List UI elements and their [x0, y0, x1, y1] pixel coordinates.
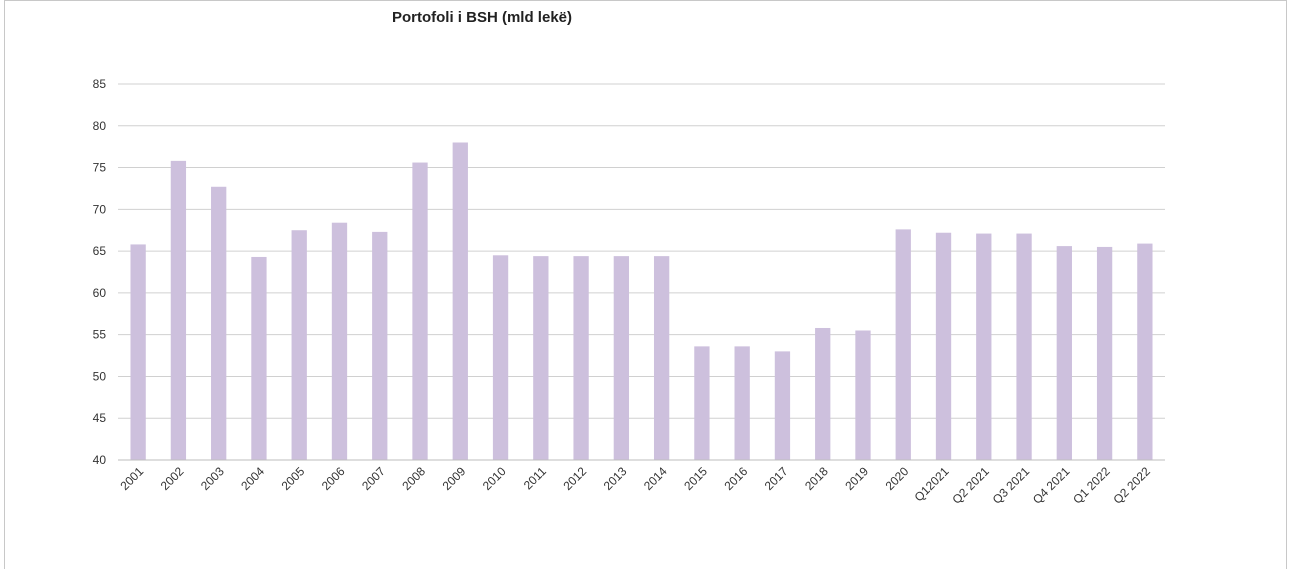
- x-tick-label: Q3 2021: [990, 464, 1033, 507]
- bars: [130, 142, 1153, 461]
- x-tick-label: 2003: [198, 464, 227, 493]
- bar-2017: [774, 351, 791, 460]
- x-tick-label: 2009: [440, 464, 469, 493]
- bar-2006: [331, 222, 348, 460]
- x-tick-label: 2007: [359, 464, 388, 493]
- y-tick-label: 55: [93, 328, 107, 342]
- bar-2008: [412, 162, 428, 460]
- y-tick-label: 80: [93, 119, 107, 133]
- x-tick-label: Q12021: [912, 464, 952, 504]
- x-tick-label: 2013: [601, 464, 630, 493]
- y-tick-label: 45: [93, 411, 107, 425]
- bar-q4-2021: [1056, 246, 1072, 460]
- bar-2014: [653, 256, 670, 460]
- y-tick-label: 65: [93, 244, 107, 258]
- bar-q2-2021: [976, 233, 992, 460]
- y-tick-label: 85: [93, 77, 107, 91]
- bar-2005: [291, 230, 307, 460]
- x-tick-label: 2017: [762, 464, 791, 493]
- x-tick-label: 2001: [117, 464, 146, 493]
- bar-q12021: [935, 232, 952, 460]
- x-tick-label: 2002: [158, 464, 187, 493]
- bar-q1-2022: [1096, 246, 1113, 460]
- bar-2001: [130, 244, 146, 460]
- bar-2010: [492, 255, 509, 460]
- bar-q3-2021: [1016, 233, 1032, 460]
- y-tick-label: 40: [93, 453, 107, 467]
- x-tick-label: 2011: [521, 464, 549, 492]
- bar-2020: [895, 229, 911, 460]
- bar-2011: [533, 256, 549, 460]
- bar-2003: [211, 186, 227, 461]
- y-axis-tick-labels: 40 45 50 55 60 65 70 75 80 85: [93, 77, 107, 467]
- bar-2013: [613, 256, 630, 460]
- bar-2019: [855, 330, 871, 460]
- bar-2012: [573, 256, 589, 460]
- bar-2007: [372, 231, 388, 460]
- y-tick-label: 75: [93, 161, 107, 175]
- bar-2016: [734, 346, 750, 460]
- y-tick-label: 70: [93, 202, 107, 216]
- gridlines: [118, 83, 1165, 419]
- x-tick-label: 2010: [480, 464, 509, 493]
- x-axis-tick-labels: 2001 2002 2003 2004 2005 2006 2007 2008 2009 2010…: [117, 464, 1153, 507]
- chart-title: Portofoli i BSH (mld lekë): [392, 9, 572, 26]
- y-tick-label: 50: [93, 369, 107, 383]
- bar-2009: [452, 142, 468, 460]
- x-tick-label: 2019: [842, 464, 871, 493]
- x-tick-label: Q4 2021: [1030, 464, 1073, 507]
- bar-2018: [815, 327, 831, 460]
- x-tick-label: 2014: [641, 464, 670, 493]
- bar-2004: [251, 256, 267, 460]
- x-tick-label: 2006: [319, 464, 348, 493]
- x-tick-label: Q2 2021: [949, 464, 992, 507]
- x-tick-label: 2015: [681, 464, 710, 493]
- x-tick-label: 2008: [399, 464, 428, 493]
- x-tick-label: 2020: [883, 464, 912, 493]
- x-tick-label: Q2 2022: [1111, 464, 1154, 507]
- x-tick-label: 2005: [279, 464, 308, 493]
- x-tick-label: 2016: [722, 464, 751, 493]
- bar-q2-2022: [1137, 243, 1153, 460]
- x-tick-label: 2004: [238, 464, 267, 493]
- bar-2002: [170, 160, 187, 461]
- y-tick-label: 60: [93, 286, 107, 300]
- x-tick-label: 2012: [560, 464, 589, 493]
- x-tick-label: Q1 2022: [1070, 464, 1113, 507]
- bar-2015: [694, 346, 710, 460]
- x-tick-label: 2018: [802, 464, 831, 493]
